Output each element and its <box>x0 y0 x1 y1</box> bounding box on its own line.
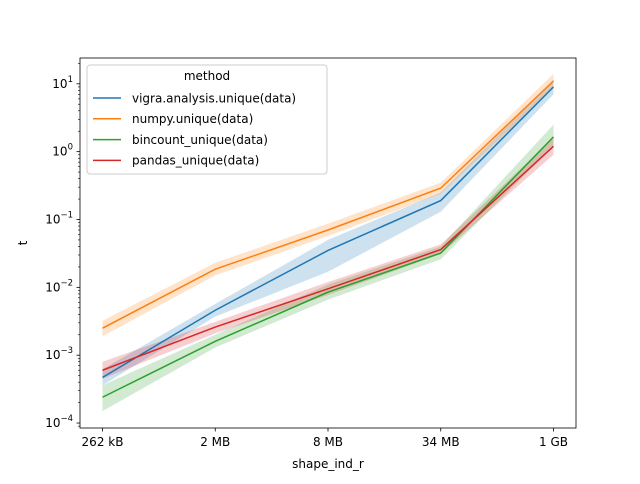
band-pandas-unique-data <box>102 137 554 379</box>
y-tick-label: 10−1 <box>45 210 73 226</box>
y-axis-ticks: 10−4 10−3 10−2 10−1 100 101 <box>45 63 80 430</box>
y-tick-label: 100 <box>52 143 73 159</box>
legend-items: vigra.analysis.unique(data) numpy.unique(… <box>93 91 296 168</box>
x-tick-label: 262 kB <box>82 435 124 449</box>
band-bincount-unique-data <box>102 124 554 412</box>
y-tick-label: 101 <box>52 75 73 91</box>
x-axis-ticks: 262 kB 2 MB 8 MB 34 MB 1 GB <box>82 428 568 449</box>
line-vigra-analysis-unique-data <box>102 86 555 379</box>
confidence-bands <box>102 73 554 412</box>
x-tick-label: 8 MB <box>313 435 343 449</box>
x-axis-label: shape_ind_r <box>292 457 364 471</box>
legend-label-bincount-unique-data: bincount_unique(data) <box>132 133 268 147</box>
line-pandas-unique-data <box>102 145 555 371</box>
x-tick-label: 34 MB <box>422 435 460 449</box>
legend-box <box>86 64 328 175</box>
x-tick-label: 2 MB <box>200 435 230 449</box>
legend-label-vigra-analysis-unique-data: vigra.analysis.unique(data) <box>132 91 296 105</box>
legend-title: method <box>184 69 230 83</box>
x-tick-label: 1 GB <box>539 435 568 449</box>
legend-label-numpy-unique-data: numpy.unique(data) <box>132 112 253 126</box>
y-tick-label: 10−3 <box>45 346 73 362</box>
series-lines <box>102 80 555 398</box>
y-axis-label: t <box>16 240 30 245</box>
band-numpy-unique-data <box>102 73 554 337</box>
line-numpy-unique-data <box>102 80 555 329</box>
legend-label-pandas-unique-data: pandas_unique(data) <box>132 154 259 168</box>
y-tick-label: 10−4 <box>45 414 73 430</box>
y-tick-label: 10−2 <box>45 278 73 294</box>
band-vigra-analysis-unique-data <box>102 79 554 386</box>
legend: method vigra.analysis.unique(data) numpy.… <box>86 64 328 175</box>
